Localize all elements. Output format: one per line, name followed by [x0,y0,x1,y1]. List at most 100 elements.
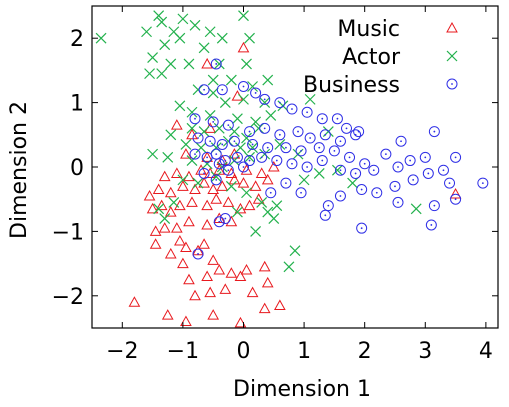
music-point [255,167,268,178]
actor-point [165,129,177,141]
business-point-dot [227,169,230,172]
business-point-ring [371,187,383,199]
actor-point [216,32,228,44]
business-point-ring [231,151,243,163]
actor-point-stroke-b [274,139,286,150]
business-point-ring [286,103,298,115]
business-point [274,97,286,109]
business-point [213,216,225,228]
actor-point [147,52,159,63]
business-point [222,164,234,176]
business-point [189,148,201,160]
business-point-ring [350,129,362,141]
actor-point [183,58,195,70]
actor-point-stroke-b [95,32,107,44]
legend-marker-business-ring [446,78,458,90]
music-point [234,202,247,214]
actor-point-stroke-b [213,58,225,70]
actor-point [235,142,246,154]
x-tick-label: 1 [297,339,311,364]
business-point-ring [392,161,404,173]
actor-point [207,87,219,99]
actor-point-stroke-b [238,10,249,22]
actor-point-stroke-b [156,16,168,28]
music-point [183,273,195,285]
music-point [210,193,223,204]
business-point-dot [397,201,399,204]
business-point [331,113,343,125]
actor-point [222,135,234,147]
business-point [210,174,222,186]
business-point-ring [422,167,434,179]
actor-point [262,74,274,86]
x-tick-label: 4 [479,339,493,364]
business-point-ring [244,126,256,138]
music-point [204,122,217,133]
business-point-ring [331,113,343,125]
actor-point-stroke-b [207,74,219,86]
business-point-ring [444,177,456,189]
actor-point [232,113,243,125]
business-point-ring [210,58,222,70]
business-point [407,174,419,186]
actor-point-stroke-b [186,106,198,118]
actor-point [256,196,268,208]
actor-point-stroke-b [183,58,195,70]
business-point-dot [309,137,312,139]
actor-point-stroke-b [244,32,255,44]
actor-point [192,177,204,189]
business-point-ring [322,200,334,212]
actor-point [207,74,219,86]
x-tick-label: 3 [418,339,432,364]
business-point-ring [316,155,328,167]
business-point-ring [450,193,462,205]
business-point-dot [275,159,278,162]
business-point-dot [394,185,396,188]
business-point-ring [301,106,313,118]
axis-frame [91,5,499,329]
business-point-dot [327,204,330,207]
music-point [174,235,186,246]
business-point-dot [221,143,224,146]
actor-point [195,142,207,154]
music-point [258,260,271,272]
business-point-ring [356,222,368,234]
business-point [425,219,437,231]
business-point-ring [271,155,283,167]
music-point [207,254,220,265]
business-point-dot [360,227,363,230]
music-point [158,170,171,182]
business-point-ring [216,138,228,150]
actor-point [189,19,201,31]
business-point [216,138,228,150]
x-axis-label: Dimension 1 [233,377,371,402]
business-point-ring [313,142,325,154]
actor-point [186,106,198,118]
actor-point [304,93,316,105]
business-point-dot [375,191,378,194]
business-point-dot [430,224,433,226]
business-point-ring [286,158,298,170]
business-point [198,84,210,96]
business-point-ring [380,148,392,160]
x-tick-label: −1 [167,339,199,364]
actor-point-stroke-b [268,213,280,224]
business-point-ring [213,216,225,228]
business-point-ring [477,177,489,189]
actor-point [331,164,343,176]
business-point [316,113,328,125]
business-point-ring [259,93,271,105]
music-point [189,183,201,195]
actor-point-stroke-b [410,203,422,215]
actor-point-stroke-b [147,52,159,63]
music-point [207,309,220,320]
actor-point-stroke-b [144,68,155,80]
business-point-ring [392,196,404,208]
business-point-ring [301,161,313,173]
music-point [261,276,274,288]
business-point [450,151,462,163]
actor-point-stroke-b [198,126,210,138]
business-point-dot [409,159,412,162]
business-point [437,164,449,176]
business-point-dot [212,121,215,123]
